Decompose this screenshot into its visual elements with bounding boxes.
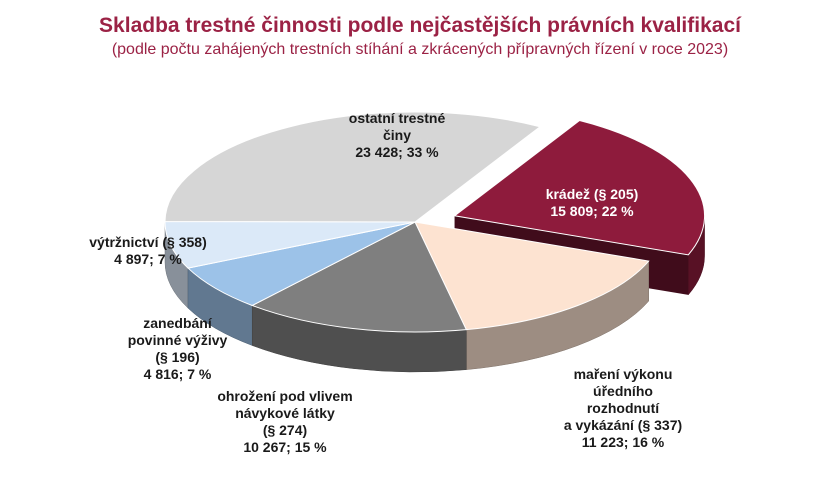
chart-subtitle: (podle počtu zahájených trestních stíhán… (111, 41, 729, 58)
pie-slice-1 (414, 221, 650, 331)
label-ohrozeni: ohrožení pod vlivem návykové látky (§ 27… (217, 388, 353, 455)
label-vytrznictvi: výtržnictví (§ 358) 4 897; 7 % (89, 234, 207, 267)
chart-title: Skladba trestné činnosti podle nejčastěj… (99, 14, 741, 37)
label-mareni: maření výkonu úředního rozhodnutí a vyká… (563, 366, 683, 450)
label-kradez: krádež (§ 205) 15 809; 22 % (545, 186, 639, 219)
pie-slice-2 (250, 221, 468, 333)
label-zanedbani: zanedbání povinné výživy (§ 196) 4 816; … (127, 315, 228, 382)
pie-slice-4 (164, 220, 416, 269)
pie-slice-5 (164, 111, 542, 223)
label-ostatni: ostatní trestné činy 23 428; 33 % (348, 110, 446, 160)
pie-slice-3 (186, 221, 416, 307)
pie-slice-0 (453, 119, 706, 256)
